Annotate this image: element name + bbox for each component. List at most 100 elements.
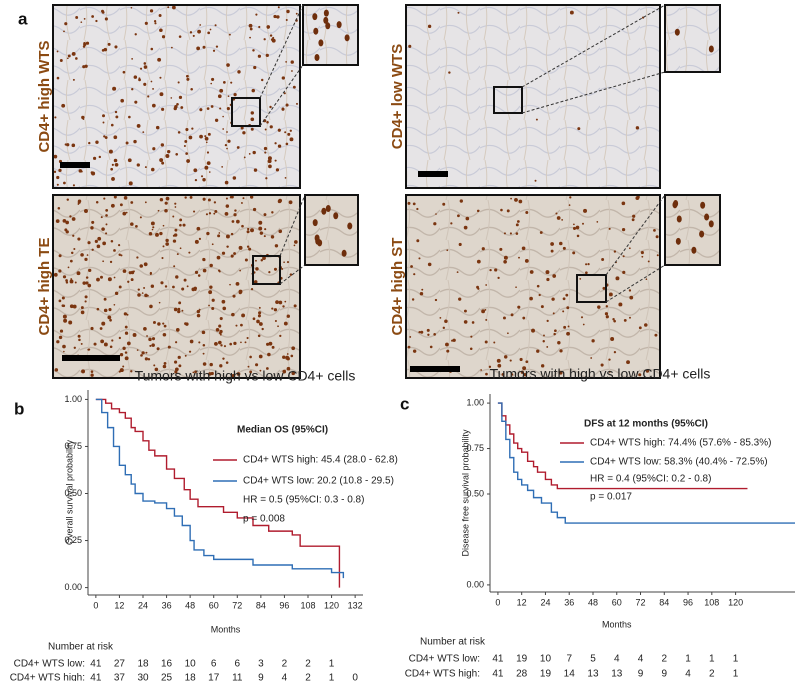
- stain-dot: [83, 41, 86, 45]
- stain-dot: [421, 288, 424, 291]
- stain-dot: [204, 136, 209, 141]
- risk-count: 30: [137, 673, 149, 681]
- stain-dot: [219, 107, 222, 110]
- stain-dot: [64, 22, 68, 26]
- stain-dot: [198, 237, 202, 240]
- stain-dot: [552, 274, 557, 278]
- stain-dot: [62, 219, 67, 223]
- stain-dot: [258, 306, 261, 309]
- stain-dot: [56, 183, 59, 186]
- stain-dot: [206, 161, 211, 166]
- stain-dot: [159, 197, 164, 202]
- stain-dot: [144, 21, 148, 25]
- stain-dot: [281, 76, 285, 80]
- stain-dot: [420, 330, 424, 334]
- stain-dot: [206, 107, 210, 110]
- frame: [52, 4, 301, 189]
- stain-dot: [293, 304, 297, 308]
- risk-count: 3: [258, 659, 264, 670]
- stain-dot: [282, 355, 286, 359]
- stain-dot: [152, 226, 155, 229]
- stain-dot: [285, 61, 287, 63]
- stain-dot: [57, 207, 61, 210]
- stain-dot: [645, 369, 650, 373]
- stain-dot: [149, 304, 153, 309]
- stain-dot: [174, 360, 178, 364]
- stain-dot: [159, 231, 163, 236]
- stain-dot: [632, 214, 636, 218]
- stain-dot: [98, 155, 102, 159]
- stain-dot: [171, 5, 176, 10]
- image-label: CD4+ high ST: [389, 238, 406, 336]
- stain-dot: [172, 215, 175, 218]
- stain-dot: [656, 254, 659, 257]
- stain-dot: [333, 212, 339, 220]
- stain-dot: [240, 341, 242, 344]
- y-tick-label: 0.25: [64, 535, 82, 545]
- stain-dot: [164, 285, 168, 288]
- stain-dot: [184, 140, 188, 143]
- stain-dot: [246, 245, 250, 248]
- stain-dot: [77, 334, 81, 338]
- stain-dot: [238, 245, 243, 250]
- stain-dot: [222, 357, 225, 360]
- stain-dot: [53, 272, 58, 277]
- legend-title: DFS at 12 months (95%CI): [584, 419, 708, 430]
- stain-dot: [202, 268, 207, 273]
- stain-dot: [140, 67, 143, 70]
- stain-dot: [62, 314, 67, 319]
- stain-dot: [154, 367, 159, 372]
- stain-dot: [122, 211, 127, 216]
- stain-dot: [256, 319, 260, 324]
- stain-dot: [556, 216, 561, 220]
- stain-dot: [281, 107, 285, 111]
- stain-dot: [286, 261, 290, 264]
- stain-dot: [224, 143, 228, 147]
- stain-dot: [209, 263, 213, 268]
- stain-dot: [268, 271, 271, 274]
- stain-dot: [162, 322, 165, 325]
- stain-dot: [445, 342, 449, 347]
- stain-dot: [480, 369, 483, 371]
- stain-dot: [628, 247, 631, 250]
- stain-dot: [193, 210, 196, 213]
- stain-dot: [613, 319, 616, 323]
- stain-dot: [426, 328, 430, 332]
- x-tick-label: 24: [540, 597, 550, 607]
- stain-dot: [591, 339, 595, 343]
- stain-dot: [178, 35, 182, 38]
- risk-row-label: CD4+ WTS low:: [14, 659, 85, 670]
- stain-dot: [258, 322, 263, 326]
- stain-dot: [451, 339, 454, 342]
- stain-dot: [162, 245, 165, 248]
- stain-dot: [258, 311, 262, 315]
- stain-dot: [186, 77, 190, 81]
- stain-dot: [211, 307, 215, 311]
- stain-dot: [481, 247, 485, 251]
- stain-dot: [233, 92, 237, 97]
- stain-dot: [323, 9, 329, 17]
- stain-dot: [433, 333, 436, 336]
- stain-dot: [53, 154, 58, 159]
- stain-dot: [259, 231, 264, 235]
- survival-curve: [497, 402, 795, 524]
- stain-dot: [267, 156, 272, 161]
- stain-dot: [282, 305, 285, 308]
- stain-dot: [80, 253, 84, 257]
- stain-dot: [246, 336, 249, 340]
- stain-dot: [457, 11, 460, 14]
- stain-dot: [242, 131, 246, 135]
- stain-dot: [107, 315, 112, 320]
- stain-dot: [289, 273, 293, 276]
- stain-dot: [214, 118, 219, 122]
- stain-dot: [208, 290, 213, 295]
- stain-dot: [77, 237, 81, 241]
- stain-dot: [699, 230, 705, 238]
- stain-dot: [233, 213, 237, 217]
- stain-dot: [103, 342, 108, 347]
- risk-count: 10: [185, 659, 197, 670]
- stain-dot: [69, 279, 74, 284]
- stain-dot: [241, 224, 244, 228]
- stain-dot: [103, 308, 108, 313]
- stain-dot: [110, 167, 114, 171]
